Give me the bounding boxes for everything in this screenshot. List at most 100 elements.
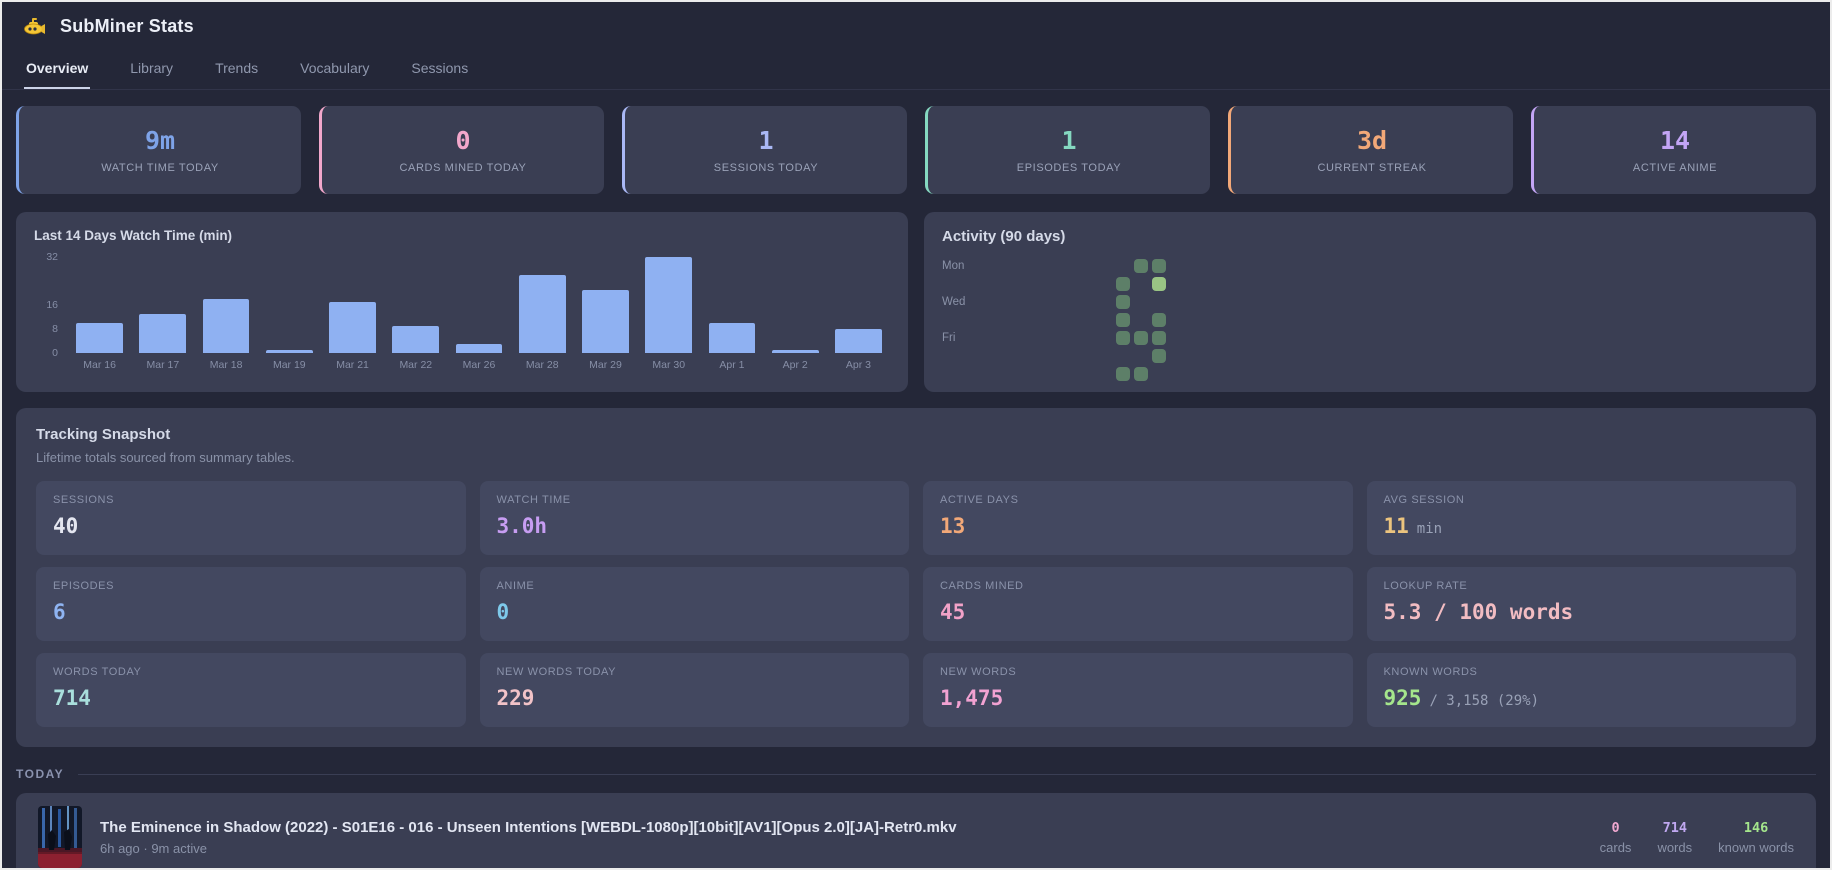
heatmap-cell <box>1206 277 1220 291</box>
snapshot-tile: LOOKUP RATE 5.3 / 100 words <box>1366 567 1796 641</box>
heatmap-cell <box>1080 331 1094 345</box>
tab-library[interactable]: Library <box>130 60 174 76</box>
heatmap-cell <box>1026 295 1040 309</box>
heatmap-row <box>942 349 1798 363</box>
tile-label: KNOWN WORDS <box>1383 666 1478 678</box>
heatmap-row: Wed <box>942 295 1798 309</box>
heatmap-cell <box>1008 349 1022 363</box>
stat-card: 0 CARDS MINED TODAY <box>319 106 604 194</box>
tab-vocabulary[interactable]: Vocabulary <box>300 60 370 76</box>
tile-value-row: 229 <box>497 686 893 710</box>
tile-value-row: 45 <box>940 600 1336 624</box>
bar-slot: Mar 17 <box>131 257 194 371</box>
stat-card-value: 9m <box>144 126 176 155</box>
heatmap-cell <box>1152 331 1166 345</box>
stat-card: 9m WATCH TIME TODAY <box>16 106 301 194</box>
bar-wrap <box>447 257 510 353</box>
heatmap-cell <box>1080 313 1094 327</box>
episode-thumbnail <box>38 806 82 868</box>
snapshot-tile: WATCH TIME 3.0h <box>479 481 909 555</box>
stat-card: 14 ACTIVE ANIME <box>1531 106 1816 194</box>
heatmap-cell <box>1206 295 1220 309</box>
episode-title: The Eminence in Shadow (2022) - S01E16 -… <box>100 818 957 836</box>
heatmap-cell <box>1080 277 1094 291</box>
x-axis-label: Mar 30 <box>652 359 686 371</box>
bar-chart: 0 8 16 32 Mar 16 Mar 17 Mar 18 Mar 19 Mar 21 Mar… <box>34 251 890 371</box>
y-axis-tick: 8 <box>52 323 58 335</box>
tile-value: 229 <box>496 686 535 710</box>
tile-label: NEW WORDS TODAY <box>496 666 617 678</box>
heatmap-cell <box>1062 295 1076 309</box>
snapshot-tile: NEW WORDS 1,475 <box>923 653 1353 727</box>
tile-label: LOOKUP RATE <box>1383 580 1468 592</box>
snapshot-tile: AVG SESSION 11 min <box>1366 481 1796 555</box>
stat-card-label: EPISODES TODAY <box>1016 162 1122 174</box>
heatmap-cell <box>990 313 1004 327</box>
tile-value: 11 <box>1383 514 1409 538</box>
x-axis-label: Apr 3 <box>845 359 871 371</box>
bar <box>518 275 566 353</box>
heatmap-cell <box>1134 367 1148 381</box>
episode-stat-label: words <box>1657 839 1693 855</box>
bar <box>835 329 882 353</box>
heatmap-row <box>942 367 1798 381</box>
stat-card-label: SESSIONS TODAY <box>713 162 819 174</box>
snapshot-tile: NEW WORDS TODAY 229 <box>479 653 909 727</box>
heatmap-cell <box>1134 259 1148 273</box>
heatmap-cell <box>1170 295 1184 309</box>
bar <box>76 323 123 353</box>
snapshot-tile: ACTIVE DAYS 13 <box>923 481 1353 555</box>
bar <box>202 299 250 353</box>
heatmap-cell <box>1206 259 1220 273</box>
stat-card-value: 1 <box>758 126 774 155</box>
watch-time-chart-panel: Last 14 Days Watch Time (min) 0 8 16 32 Mar… <box>16 212 908 392</box>
heatmap-cell <box>1116 259 1130 273</box>
bar <box>771 350 819 353</box>
heatmap-cell <box>1026 277 1040 291</box>
x-axis-label: Mar 22 <box>399 359 433 371</box>
heatmap-cell <box>1188 277 1202 291</box>
episode-stat-label: cards <box>1599 839 1632 855</box>
heatmap-cell <box>1152 367 1166 381</box>
activity-heatmap: Mon Wed Fri <box>942 259 1798 381</box>
bar-wrap <box>258 257 321 353</box>
heatmap-cell <box>1134 277 1148 291</box>
tab-overview[interactable]: Overview <box>24 50 91 89</box>
tile-value-row: 3.0h <box>497 514 893 538</box>
heatmap-cell <box>1170 313 1184 327</box>
stat-card-value: 3d <box>1356 126 1388 155</box>
tab-sessions[interactable]: Sessions <box>411 60 469 76</box>
bar-wrap <box>194 257 257 353</box>
heatmap-cell <box>1062 349 1076 363</box>
heatmap-cell <box>1134 331 1148 345</box>
tile-label: ACTIVE DAYS <box>940 494 1019 506</box>
heatmap-cell <box>1026 349 1040 363</box>
bar-slot: Mar 30 <box>637 257 700 371</box>
tab-trends[interactable]: Trends <box>215 60 259 76</box>
heatmap-cell <box>1098 313 1112 327</box>
charts-row: Last 14 Days Watch Time (min) 0 8 16 32 Mar… <box>16 212 1816 392</box>
tile-value-row: 40 <box>53 514 449 538</box>
heatmap-cell <box>1188 295 1202 309</box>
heatmap-cell <box>1152 295 1166 309</box>
heatmap-cell <box>1206 313 1220 327</box>
heatmap-cell <box>1152 277 1166 291</box>
x-axis-label: Mar 28 <box>525 359 559 371</box>
heatmap-cell <box>1134 349 1148 363</box>
y-axis-tick: 0 <box>52 347 58 359</box>
heatmap-cell <box>1044 349 1058 363</box>
episode-row[interactable]: The Eminence in Shadow (2022) - S01E16 -… <box>16 793 1816 868</box>
episode-stat: 146 known words <box>1718 820 1794 855</box>
bar-slot: Mar 16 <box>68 257 131 371</box>
heatmap-cell <box>1134 295 1148 309</box>
bar-slot: Mar 26 <box>447 257 510 371</box>
tile-value-row: 1,475 <box>940 686 1336 710</box>
tile-value: 3.0h <box>496 514 548 538</box>
tile-suffix: / 3,158 (29%) <box>1429 693 1540 709</box>
tile-label: WATCH TIME <box>496 494 571 506</box>
heatmap-cell <box>1206 331 1220 345</box>
episode-stat-label: known words <box>1718 839 1794 855</box>
heatmap-cell <box>1188 259 1202 273</box>
today-divider <box>78 773 1816 775</box>
